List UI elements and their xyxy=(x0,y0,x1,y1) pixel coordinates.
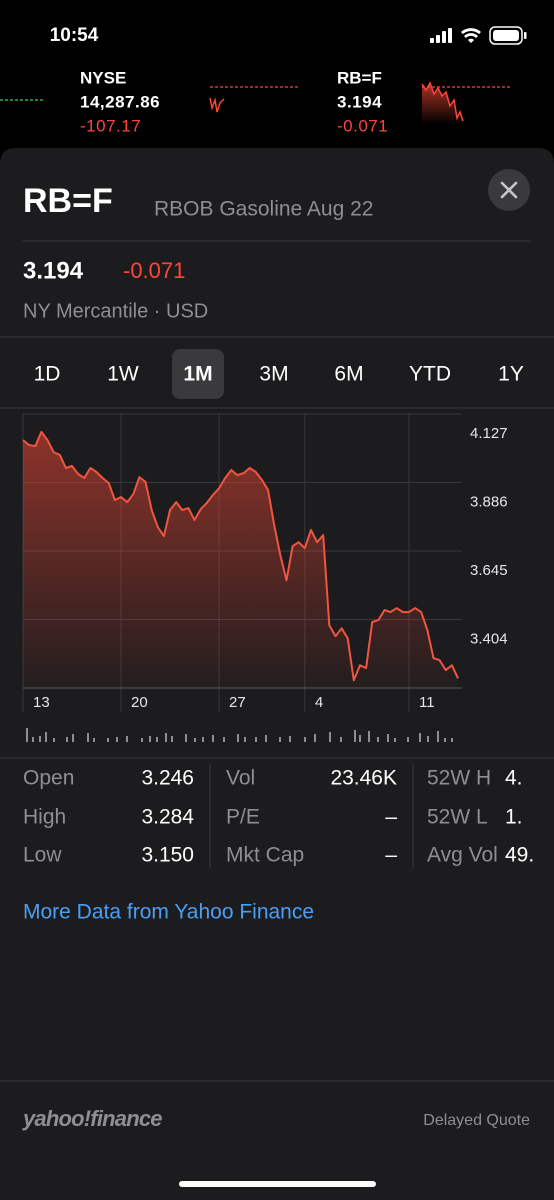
ticker-price: 3.194 xyxy=(337,92,382,111)
stat-label: 52W L xyxy=(427,806,488,829)
yahoo-link[interactable]: More Data from Yahoo Finance xyxy=(23,901,314,924)
stat-value: 3.246 xyxy=(141,767,194,790)
home-indicator xyxy=(179,1181,376,1187)
price-chart: 4.127 3.886 3.645 3.404 13 20 27 4 11 xyxy=(22,413,508,712)
range-option[interactable]: YTD xyxy=(409,363,451,386)
x-tick-label: 13 xyxy=(33,694,50,711)
y-tick-label: 3.645 xyxy=(470,562,508,579)
exchange: NY Mercantile · USD xyxy=(23,300,208,322)
price-area xyxy=(23,431,458,688)
stat-value: 4. xyxy=(505,767,523,790)
range-option[interactable]: 6M xyxy=(334,363,363,386)
range-selected-bg[interactable] xyxy=(172,349,224,399)
y-tick-label: 4.127 xyxy=(470,425,508,442)
stat-value: 1. xyxy=(505,806,523,829)
stat-label: Open xyxy=(23,767,74,790)
stat-label: Vol xyxy=(226,767,255,790)
ticker-change: -0.071 xyxy=(337,116,388,135)
ticker-sparkline xyxy=(209,97,225,113)
symbol: RB=F xyxy=(23,182,113,220)
range-selector: 1D 1W 1M 3M 6M YTD 1Y xyxy=(34,349,524,399)
price-line xyxy=(22,430,459,682)
stat-label: Mkt Cap xyxy=(226,844,304,867)
range-option[interactable]: 1D xyxy=(34,363,61,386)
close-button[interactable] xyxy=(488,169,530,211)
stat-label: High xyxy=(23,806,66,829)
volume-bars xyxy=(26,728,453,742)
stat-label: Low xyxy=(23,844,62,867)
range-option[interactable]: 3M xyxy=(259,363,288,386)
price-change: -0.071 xyxy=(123,258,185,283)
ticker-symbol: NYSE xyxy=(80,68,126,87)
stats-table: Open 3.246 High 3.284 Low 3.150 Vol 23.46K P/E – M… xyxy=(23,767,534,867)
x-tick-label: 27 xyxy=(229,694,246,711)
price: 3.194 xyxy=(23,257,84,284)
stat-value: – xyxy=(385,844,397,867)
stat-label: Avg Vol xyxy=(427,844,498,867)
stat-value: 3.284 xyxy=(141,806,194,829)
status-time: 10:54 xyxy=(50,25,99,46)
range-option[interactable]: 1Y xyxy=(498,363,524,386)
y-tick-label: 3.886 xyxy=(470,493,508,510)
x-tick-label: 20 xyxy=(131,694,148,711)
ticker-sparkline xyxy=(421,81,464,122)
range-option[interactable]: 1W xyxy=(107,363,139,386)
stat-value: 49. xyxy=(505,844,534,867)
ticker-area xyxy=(422,83,463,124)
stat-value: – xyxy=(385,806,397,829)
ticker-symbol: RB=F xyxy=(337,68,382,87)
ticker-price: 14,287.86 xyxy=(80,92,160,111)
ticker-change: -107.17 xyxy=(80,116,141,135)
stat-value: 3.150 xyxy=(141,844,194,867)
y-tick-label: 3.404 xyxy=(470,630,508,647)
stat-label: 52W H xyxy=(427,767,491,790)
x-tick-label: 4 xyxy=(315,694,323,711)
yahoo-logo: yahoo!finance xyxy=(22,1106,162,1131)
stat-label: P/E xyxy=(226,806,260,829)
stat-value: 23.46K xyxy=(330,767,397,790)
security-name: RBOB Gasoline Aug 22 xyxy=(154,198,373,221)
delayed-quote: Delayed Quote xyxy=(423,1112,530,1129)
range-option[interactable]: 1M xyxy=(183,363,212,386)
x-tick-label: 11 xyxy=(419,694,435,711)
ticker-strip: NYSE 14,287.86 -107.17 RB=F 3.194 -0.071 xyxy=(80,68,388,135)
status-icons xyxy=(430,26,527,45)
close-icon[interactable] xyxy=(500,181,518,199)
